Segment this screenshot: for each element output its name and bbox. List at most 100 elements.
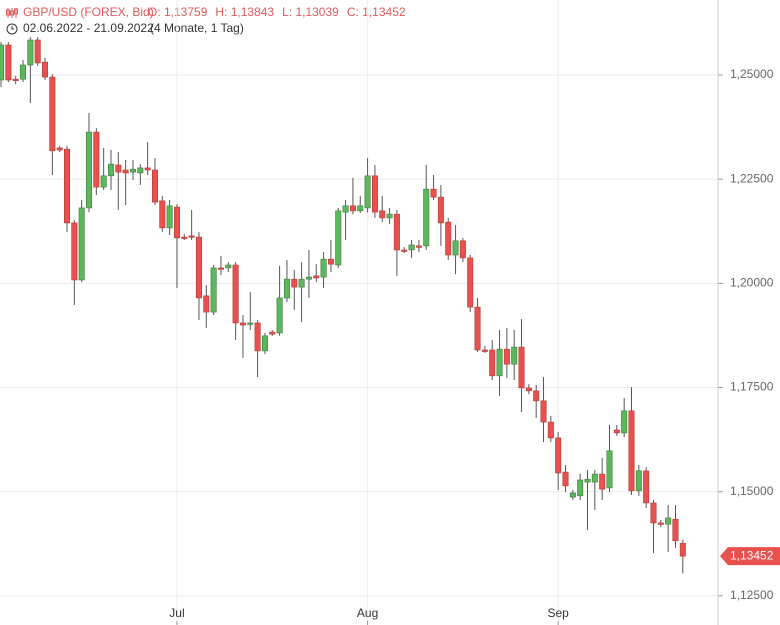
candle-body bbox=[107, 163, 114, 177]
candle-body bbox=[313, 275, 320, 279]
candle-body bbox=[408, 244, 415, 251]
candle-body bbox=[210, 267, 217, 313]
candle-body bbox=[64, 148, 71, 224]
candle-body bbox=[628, 410, 635, 492]
candle-body bbox=[12, 78, 19, 81]
candle-body bbox=[100, 175, 107, 188]
candle-body bbox=[203, 295, 210, 313]
candle-body bbox=[225, 264, 232, 269]
candle-body bbox=[606, 450, 613, 489]
candle-body bbox=[85, 131, 92, 209]
y-tick-label: 1,25000 bbox=[730, 67, 774, 81]
candle-body bbox=[349, 205, 356, 212]
header-icon bbox=[6, 8, 18, 18]
candle-body bbox=[5, 44, 12, 81]
ohlc-label: O: 1,13759 bbox=[148, 5, 208, 19]
candle-body bbox=[467, 257, 474, 308]
candle-body bbox=[217, 267, 224, 270]
candle-body bbox=[56, 147, 63, 151]
candle-body bbox=[474, 306, 481, 351]
subtitle: 02.06.2022 - 21.09.2022 bbox=[23, 21, 154, 35]
candle-body bbox=[291, 278, 298, 288]
candle-body bbox=[276, 297, 283, 334]
candle-body bbox=[327, 258, 334, 265]
candle-body bbox=[27, 39, 34, 66]
candle-body bbox=[459, 240, 466, 259]
candle-body bbox=[679, 543, 686, 557]
candle-body bbox=[437, 196, 444, 224]
candle-body bbox=[423, 188, 430, 247]
candle-body bbox=[247, 322, 254, 325]
y-tick-label: 1,17500 bbox=[730, 380, 774, 394]
candle-body bbox=[518, 346, 525, 389]
y-tick-label: 1,15000 bbox=[730, 484, 774, 498]
candle-body bbox=[452, 240, 459, 256]
candle-body bbox=[151, 169, 158, 203]
candle-body bbox=[643, 470, 650, 504]
candle-body bbox=[379, 210, 386, 219]
candle-body bbox=[232, 264, 239, 324]
y-tick-label: 1,12500 bbox=[730, 588, 774, 602]
candle-body bbox=[49, 76, 56, 152]
candle-body bbox=[415, 245, 422, 248]
candle-body bbox=[393, 213, 400, 251]
x-tick-label: Jul bbox=[169, 606, 184, 620]
candle-body bbox=[562, 471, 569, 487]
candle-body bbox=[283, 278, 290, 299]
candle-body bbox=[269, 331, 276, 335]
candle-body bbox=[188, 235, 195, 238]
candle-body bbox=[0, 44, 5, 81]
candle-body bbox=[635, 470, 642, 492]
candle-body bbox=[489, 349, 496, 377]
candle-body bbox=[496, 348, 503, 377]
candle-body bbox=[371, 175, 378, 213]
candle-body bbox=[159, 200, 166, 229]
candle-body bbox=[42, 61, 49, 78]
candle-body bbox=[305, 276, 312, 280]
candle-body bbox=[503, 348, 510, 365]
candle-body bbox=[93, 131, 100, 188]
candle-body bbox=[364, 175, 371, 209]
candle-body bbox=[525, 387, 532, 392]
x-tick-label: Sep bbox=[548, 606, 570, 620]
clock-icon bbox=[6, 23, 18, 35]
candle-body bbox=[672, 518, 679, 542]
candle-body bbox=[591, 473, 598, 483]
candle-body bbox=[78, 207, 85, 281]
candle-body bbox=[386, 213, 393, 219]
candle-body bbox=[401, 249, 408, 252]
last-price-label: 1,13452 bbox=[730, 548, 774, 562]
last-price-tag bbox=[720, 547, 780, 566]
candle-body bbox=[34, 39, 41, 64]
candle-body bbox=[584, 478, 591, 483]
candle-body bbox=[665, 517, 672, 525]
candle-body bbox=[547, 421, 554, 439]
candle-body bbox=[335, 210, 342, 266]
candle-body bbox=[599, 473, 606, 490]
candle-body bbox=[657, 522, 664, 525]
ohlc-label: C: 1,13452 bbox=[347, 5, 406, 19]
candle-body bbox=[481, 349, 488, 352]
candle-body bbox=[239, 322, 246, 326]
candle-body bbox=[511, 346, 518, 365]
candle-body bbox=[122, 169, 129, 174]
candle-body bbox=[173, 206, 180, 239]
candle-body bbox=[533, 390, 540, 402]
candle-body bbox=[137, 167, 144, 174]
candle-body bbox=[621, 410, 628, 434]
x-tick-label: Aug bbox=[357, 606, 378, 620]
candle-body bbox=[613, 429, 620, 434]
candle-body bbox=[430, 188, 437, 198]
candle-body bbox=[181, 236, 188, 239]
candle-body bbox=[298, 278, 305, 288]
candle-body bbox=[20, 64, 27, 80]
candle-body bbox=[342, 205, 349, 213]
candle-body bbox=[357, 205, 364, 212]
candle-body bbox=[569, 492, 576, 498]
candle-body bbox=[129, 168, 136, 173]
candle-body bbox=[166, 205, 173, 229]
y-tick-label: 1,22500 bbox=[730, 171, 774, 185]
candle-body bbox=[71, 222, 78, 281]
candle-body bbox=[577, 479, 584, 497]
candle-body bbox=[144, 167, 151, 171]
